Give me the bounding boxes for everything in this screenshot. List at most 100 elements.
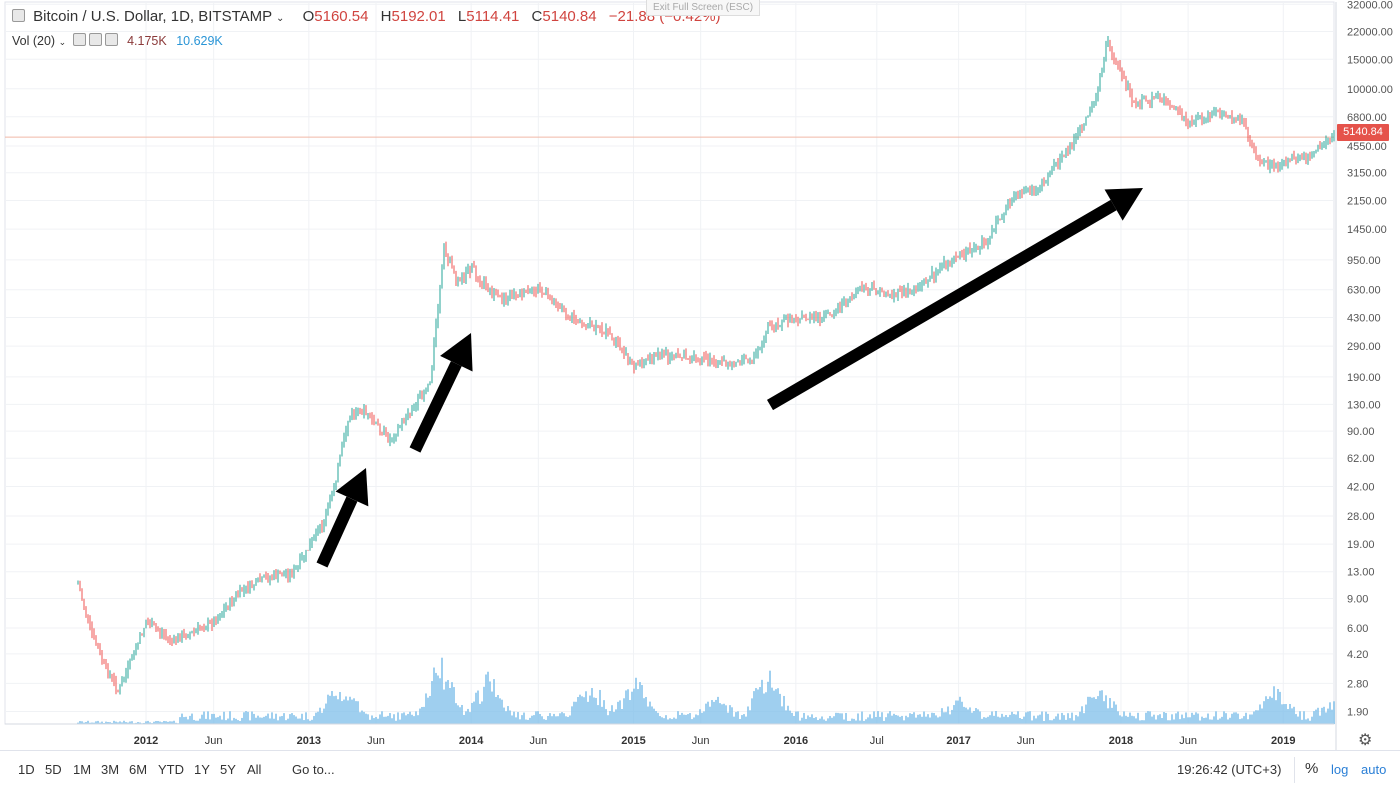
volume-bar [1297, 716, 1299, 724]
volume-bar [1009, 714, 1011, 724]
volume-bar [253, 713, 255, 724]
volume-bar [1019, 718, 1021, 724]
volume-bar [119, 721, 121, 724]
volume-bar [1145, 712, 1147, 724]
volume-bar [313, 716, 315, 724]
volume-bar [495, 696, 497, 724]
volume-bar [727, 712, 729, 724]
volume-bar [807, 715, 809, 724]
volume-bar [709, 706, 711, 724]
volume-bar [291, 713, 293, 724]
range-5d[interactable]: 5D [45, 762, 62, 777]
volume-bar [605, 709, 607, 724]
range-5y[interactable]: 5Y [220, 762, 236, 777]
volume-bar [1189, 717, 1191, 724]
volume-bar [1287, 709, 1289, 724]
y-tick-label: 430.00 [1347, 312, 1381, 324]
symbol-title[interactable]: Bitcoin / U.S. Dollar, 1D, BITSTAMP [33, 8, 272, 25]
volume-bar [833, 716, 835, 724]
volume-bar [1017, 711, 1019, 724]
volume-bar [501, 699, 503, 724]
low-value: 5114.41 [466, 8, 520, 25]
range-3m[interactable]: 3M [101, 762, 120, 777]
volume-bar [477, 690, 479, 724]
percent-toggle[interactable]: % [1305, 760, 1319, 777]
volume-bar [87, 720, 89, 724]
volume-bar [1105, 695, 1107, 724]
volume-bar [421, 706, 423, 724]
volume-bar [89, 722, 91, 724]
range-1y[interactable]: 1Y [194, 762, 210, 777]
volume-bar [1213, 716, 1215, 724]
volume-bar [1033, 715, 1035, 724]
volume-bar [407, 713, 409, 724]
volume-bar [1165, 712, 1167, 724]
log-toggle[interactable]: log [1331, 762, 1349, 777]
volume-bar [1125, 715, 1127, 724]
volume-bar [1161, 718, 1163, 724]
volume-bar [1293, 706, 1295, 724]
volume-bar [323, 708, 325, 724]
volume-bar [983, 717, 985, 724]
volume-bar [1157, 715, 1159, 724]
volume-bar [467, 708, 469, 724]
settings-icon[interactable] [88, 33, 102, 46]
volume-bar [747, 706, 749, 724]
volume-bar [1289, 704, 1291, 724]
collapse-icon[interactable] [12, 9, 25, 22]
goto-button[interactable]: Go to... [292, 762, 335, 777]
open-value: 5160.54 [314, 8, 369, 25]
range-1d[interactable]: 1D [18, 762, 35, 777]
range-6m[interactable]: 6M [129, 762, 148, 777]
range-1m[interactable]: 1M [73, 762, 92, 777]
volume-bar [511, 715, 513, 724]
volume-bar [647, 706, 649, 724]
volume-bar [1045, 711, 1047, 724]
volume-bar [1305, 719, 1307, 724]
volume-bar [911, 713, 913, 724]
clock[interactable]: 19:26:42 (UTC+3) [1177, 762, 1282, 777]
volume-bar [1187, 717, 1189, 724]
y-tick-label: 9.00 [1347, 593, 1368, 605]
volume-bar [547, 716, 549, 724]
volume-bar [1255, 710, 1257, 724]
volume-bar [165, 721, 167, 724]
volume-bar [267, 713, 269, 724]
close-icon[interactable] [104, 33, 118, 46]
range-ytd[interactable]: YTD [158, 762, 184, 777]
range-all[interactable]: All [247, 762, 262, 777]
volume-bar [1291, 708, 1293, 724]
volume-bar [651, 706, 653, 724]
chevron-down-icon[interactable]: ⌄ [58, 37, 67, 47]
volume-bar [903, 720, 905, 724]
x-tick-label: Jun [529, 735, 547, 747]
volume-bar [263, 716, 265, 724]
volume-bar [551, 716, 553, 724]
volume-label[interactable]: Vol (20) [12, 34, 56, 48]
volume-bar [713, 701, 715, 724]
volume-bar [153, 721, 155, 724]
volume-bar [1273, 686, 1275, 724]
volume-bar [161, 722, 163, 724]
y-tick-label: 42.00 [1347, 482, 1375, 494]
volume-bar [449, 687, 451, 724]
eye-icon[interactable] [72, 33, 86, 46]
volume-bar [1237, 713, 1239, 724]
volume-bar [413, 716, 415, 724]
volume-bar [447, 680, 449, 724]
volume-bar [105, 721, 107, 724]
chevron-down-icon[interactable]: ⌄ [276, 13, 285, 24]
exit-fullscreen-button[interactable]: Exit Full Screen (ESC) [646, 0, 761, 16]
volume-bar [1119, 715, 1121, 724]
volume-bar [955, 700, 957, 724]
gear-icon[interactable]: ⚙ [1358, 732, 1373, 749]
volume-bar [1211, 719, 1213, 724]
auto-toggle[interactable]: auto [1361, 762, 1387, 777]
y-tick-label: 1450.00 [1347, 224, 1387, 236]
volume-bar [85, 722, 87, 724]
volume-bar [801, 717, 803, 724]
volume-bar [863, 720, 865, 724]
y-tick-label: 90.00 [1347, 426, 1375, 438]
